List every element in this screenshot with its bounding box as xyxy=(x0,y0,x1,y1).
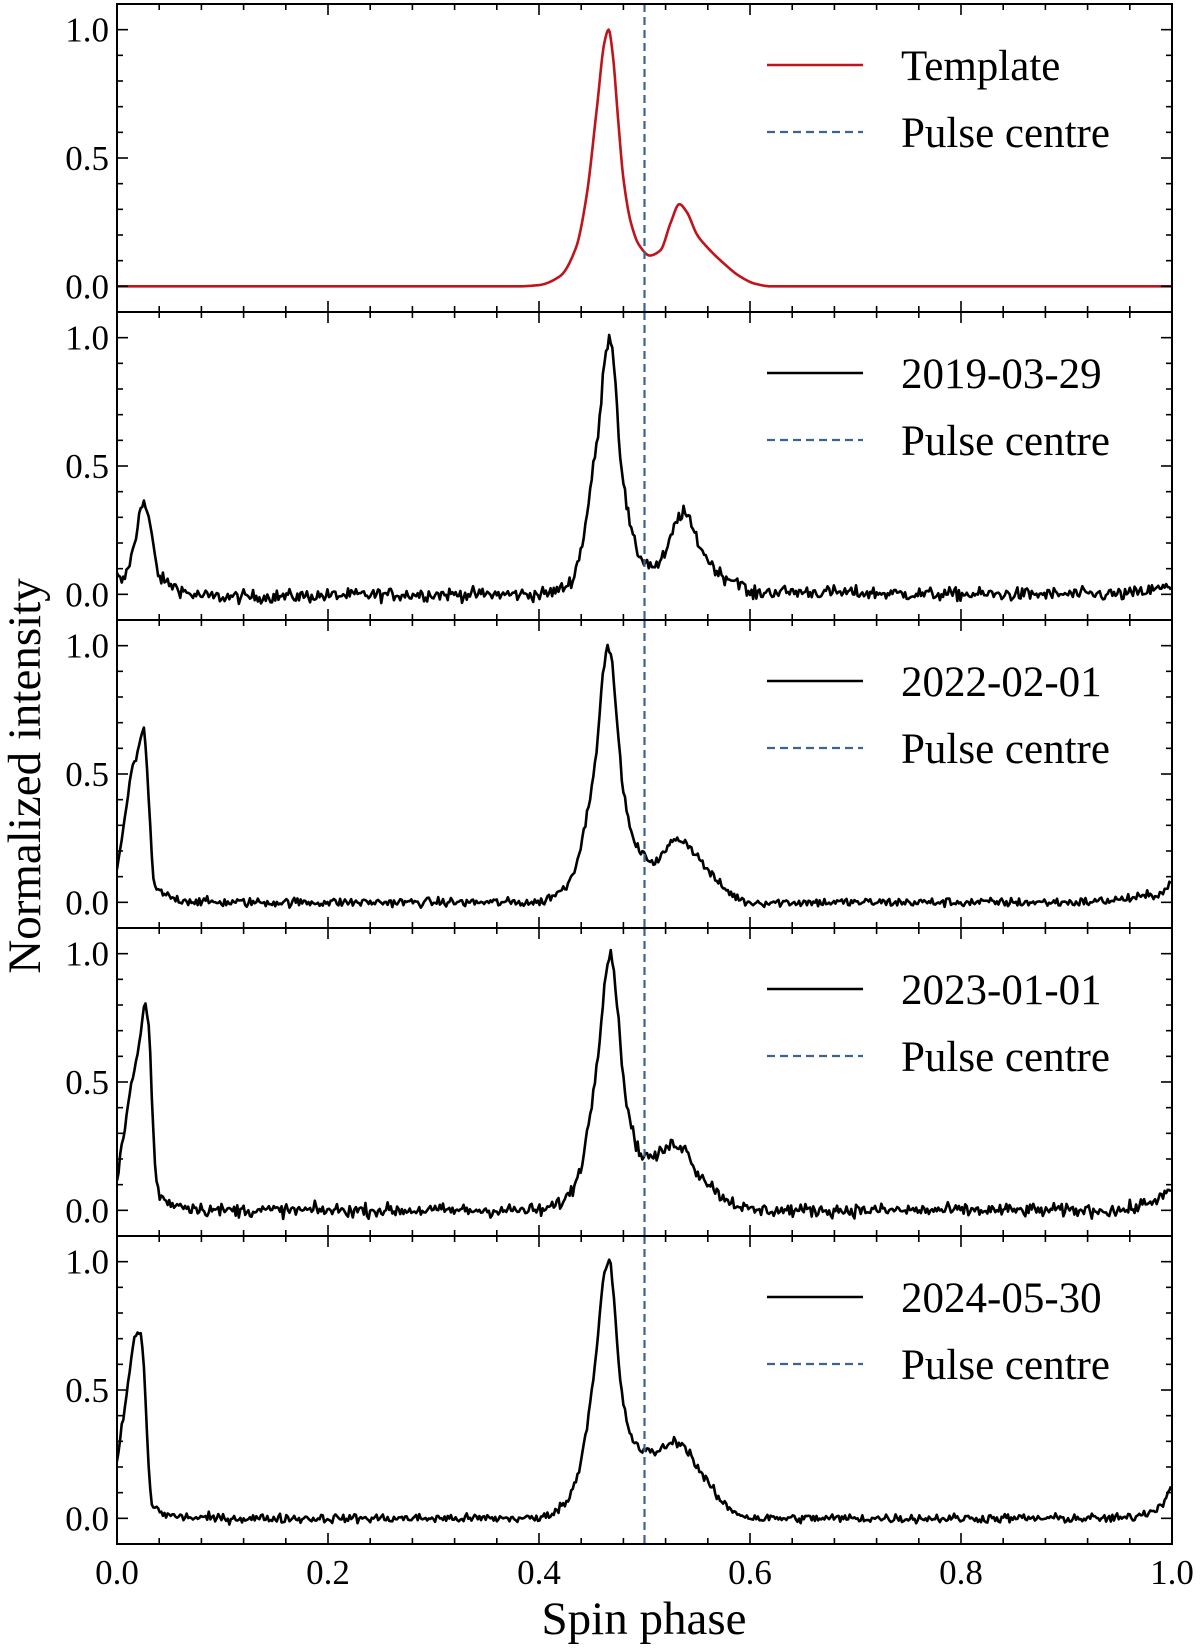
legend-pulse-centre-label: Pulse centre xyxy=(901,110,1110,157)
legend-pulse-centre-label: Pulse centre xyxy=(901,1034,1110,1081)
panel-2024-05-30: 0.0 0.5 1.0 2024-05-30 Pulse centre xyxy=(65,1235,1173,1545)
panel-2019-03-29: 0.0 0.5 1.0 2019-03-29 Pulse centre xyxy=(65,311,1173,621)
legend-series-label: 2019-03-29 xyxy=(901,351,1102,398)
legend-series-label: 2023-01-01 xyxy=(901,967,1102,1014)
y-tick-label: 0.5 xyxy=(65,139,109,178)
legend-pulse-centre-label: Pulse centre xyxy=(901,418,1110,465)
panel-2023-01-01: 0.0 0.5 1.0 2023-01-01 Pulse centre xyxy=(65,927,1173,1237)
y-tick-label: 1.0 xyxy=(65,11,109,50)
y-tick-label: 0.5 xyxy=(65,1063,109,1102)
legend-pulse-centre-label: Pulse centre xyxy=(901,726,1110,773)
y-tick-label: 0.0 xyxy=(65,883,109,922)
panels: 0.0 0.5 1.0 Template Pulse centre 0.0 0.5 1.0 20… xyxy=(65,3,1173,1545)
legend: 2023-01-01 Pulse centre xyxy=(767,967,1110,1081)
y-tick-label: 0.5 xyxy=(65,1371,109,1410)
y-axis-label: Normalized intensity xyxy=(0,578,51,974)
x-tick-label: 0.6 xyxy=(728,1553,772,1592)
panel-template: 0.0 0.5 1.0 Template Pulse centre xyxy=(65,3,1173,313)
y-tick-label: 1.0 xyxy=(65,935,109,974)
panel-2022-02-01: 0.0 0.5 1.0 2022-02-01 Pulse centre xyxy=(65,619,1173,929)
x-tick-label: 0.2 xyxy=(306,1553,350,1592)
x-axis-label: Spin phase xyxy=(542,1593,747,1645)
y-tick-label: 1.0 xyxy=(65,627,109,666)
y-tick-label: 0.5 xyxy=(65,447,109,486)
x-tick-label: 1.0 xyxy=(1150,1553,1194,1592)
legend-pulse-centre-label: Pulse centre xyxy=(901,1342,1110,1389)
x-tick-label: 0.0 xyxy=(95,1553,139,1592)
x-tick-labels: 0.0 0.2 0.4 0.6 0.8 1.0 xyxy=(95,1553,1194,1592)
legend: Template Pulse centre xyxy=(767,43,1110,157)
legend-series-label: 2024-05-30 xyxy=(901,1275,1102,1322)
x-tick-label: 0.4 xyxy=(517,1553,561,1592)
y-tick-label: 0.0 xyxy=(65,267,109,306)
y-tick-label: 0.0 xyxy=(65,1191,109,1230)
y-tick-label: 1.0 xyxy=(65,1243,109,1282)
legend-series-label: Template xyxy=(901,43,1060,90)
legend: 2022-02-01 Pulse centre xyxy=(767,659,1110,773)
series-line xyxy=(117,643,1172,909)
y-tick-label: 0.5 xyxy=(65,755,109,794)
legend-series-label: 2022-02-01 xyxy=(901,659,1102,706)
legend: 2019-03-29 Pulse centre xyxy=(767,351,1110,465)
y-tick-label: 0.0 xyxy=(65,1499,109,1538)
y-tick-label: 0.0 xyxy=(65,575,109,614)
legend: 2024-05-30 Pulse centre xyxy=(767,1275,1110,1389)
x-tick-label: 0.8 xyxy=(939,1553,983,1592)
y-tick-label: 1.0 xyxy=(65,319,109,358)
